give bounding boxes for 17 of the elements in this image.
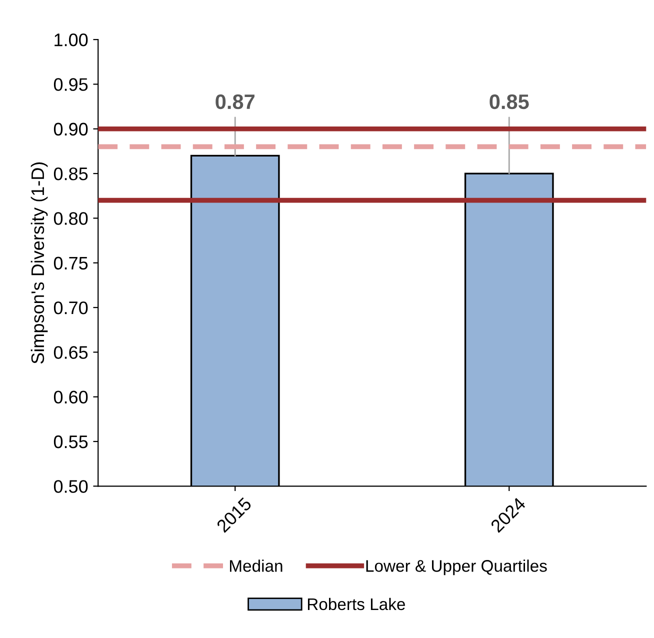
text: 0.90 — [54, 122, 88, 136]
text: 0.55 — [54, 435, 88, 448]
text: 0.70 — [54, 301, 88, 314]
data-label: 0.87 — [216, 94, 254, 110]
text: 0.50 — [54, 480, 88, 493]
legend-label: Roberts Lake — [308, 598, 405, 610]
text: 0.85 — [54, 167, 88, 180]
legend-label: Lower & Upper Quartiles — [366, 560, 547, 576]
text: 0.75 — [54, 256, 88, 270]
y-axis-title: Simpson's Diversity (1-D) — [30, 162, 48, 364]
data-label: 0.85 — [490, 94, 529, 110]
text: 0.60 — [54, 390, 88, 404]
text: 0.95 — [54, 78, 88, 91]
legend-label: Median — [230, 560, 282, 572]
text: 1.00 — [54, 33, 88, 46]
text: 0.65 — [54, 346, 88, 359]
text: 0.80 — [54, 212, 88, 225]
